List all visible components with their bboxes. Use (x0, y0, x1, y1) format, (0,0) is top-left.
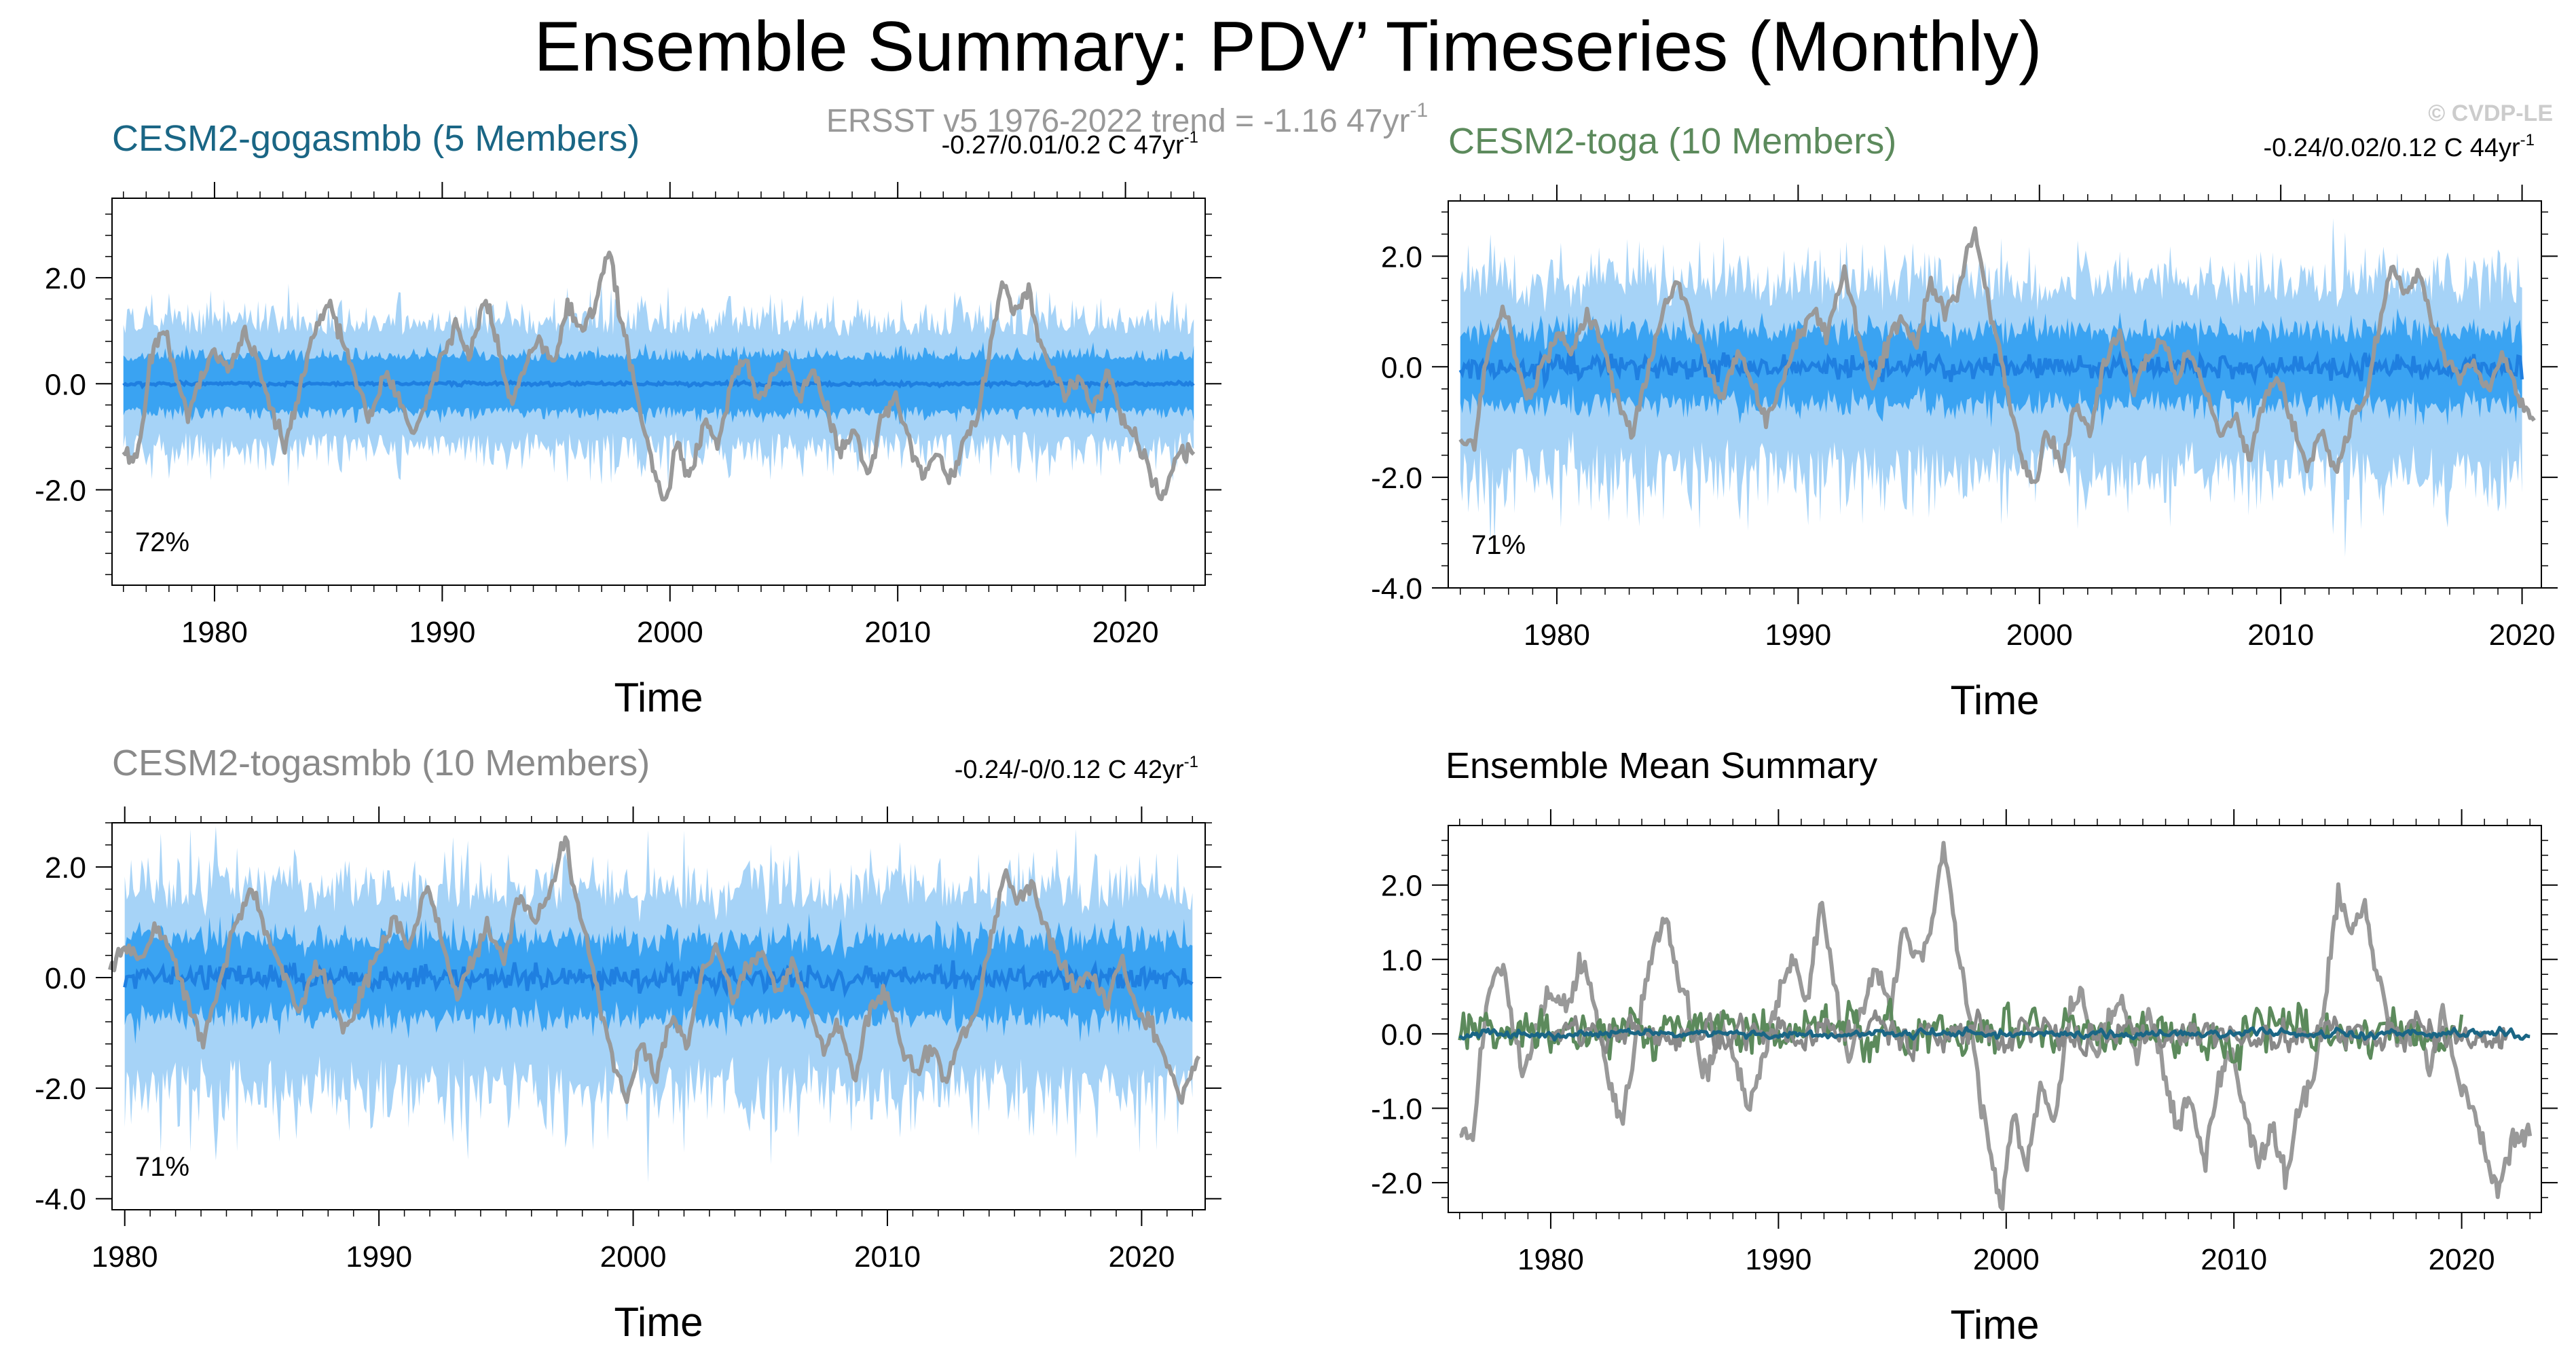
x-tick-label: 1980 (1524, 618, 1590, 652)
x-tick-label: 2010 (2201, 1243, 2267, 1276)
panel-togasmbb: 1980 1990 2000 2010 2020 -4.0 -2.0 0.0 2.0 Time CE… (35, 743, 1221, 1345)
panel-title: CESM2-gogasmbb (5 Members) (112, 118, 640, 159)
x-tick-label: 2020 (2489, 618, 2556, 652)
panel-trend-label: -0.24/0.02/0.12 C 44yr-1 (2264, 131, 2535, 162)
panel-trend-label: -0.27/0.01/0.2 C 47yr-1 (942, 128, 1198, 160)
figure-title: Ensemble Summary: PDV’ Timeseries (Month… (534, 7, 2042, 86)
summary-series-line (1458, 1026, 2531, 1042)
x-axis-label: Time (614, 675, 703, 720)
x-tick-label: 2000 (637, 616, 703, 649)
y-tick-label: -4.0 (1371, 572, 1422, 606)
panel-title: Ensemble Mean Summary (1446, 745, 1877, 786)
y-tick-label: 2.0 (45, 262, 86, 295)
panel-trend-sup: -1 (2520, 131, 2535, 149)
y-tick-label: 0.0 (45, 368, 86, 401)
x-tick-label: 2020 (2429, 1243, 2495, 1276)
x-axis-label: Time (1950, 678, 2039, 723)
panel-trend-text: -0.24/-0/0.12 C 42yr (955, 756, 1184, 784)
x-tick-label: 1990 (1765, 618, 1831, 652)
observation-trend-label: ERSST v5 1976-2022 trend = -1.16 47yr-1 (826, 99, 1428, 139)
observed-pdv-line (1458, 226, 2536, 485)
y-tick-label: -2.0 (1371, 1167, 1422, 1200)
observation-trend-text: ERSST v5 1976-2022 trend = -1.16 47yr (826, 103, 1410, 139)
panel-trend-sup: -1 (1184, 128, 1198, 147)
panel-ensemble-mean-summary: 1980 1990 2000 2010 2020 -2.0 -1.0 0.0 1.0 2.0 Tim… (1371, 745, 2558, 1348)
panel-title: CESM2-togasmbb (10 Members) (112, 743, 650, 783)
x-tick-label: 2010 (2247, 618, 2314, 652)
x-tick-label: 2020 (1108, 1240, 1175, 1274)
x-tick-label: 1980 (92, 1240, 158, 1274)
panel-percentage: 71% (1471, 530, 1526, 560)
credit-text: © CVDP-LE (2428, 100, 2553, 126)
y-tick-label: -2.0 (35, 474, 86, 507)
panel-trend-text: -0.27/0.01/0.2 C 47yr (942, 131, 1184, 160)
y-tick-label: -2.0 (35, 1073, 86, 1106)
panel-percentage: 71% (135, 1152, 189, 1182)
x-tick-label: 2010 (864, 616, 931, 649)
panel-trend-sup: -1 (1184, 753, 1198, 771)
y-tick-label: 0.0 (45, 962, 86, 995)
panel-title: CESM2-toga (10 Members) (1448, 121, 1896, 162)
observation-trend-sup: -1 (1410, 99, 1428, 122)
x-tick-label: 1980 (1517, 1243, 1584, 1276)
x-tick-label: 2000 (600, 1240, 667, 1274)
x-tick-label: 1980 (181, 616, 248, 649)
y-tick-label: -4.0 (35, 1183, 86, 1217)
x-tick-label: 1990 (1745, 1243, 1811, 1276)
panel-gogasmbb: 1980 1990 2000 2010 2020 -2.0 0.0 2.0 Time CESM2-… (35, 118, 1221, 720)
y-tick-label: -1.0 (1371, 1093, 1422, 1126)
y-tick-label: 2.0 (1381, 870, 1422, 903)
y-tick-label: 2.0 (45, 851, 86, 885)
x-tick-label: 2010 (854, 1240, 921, 1274)
observed-pdv-line (122, 251, 1196, 502)
x-tick-label: 2020 (1092, 616, 1159, 649)
observed-pdv-line (108, 835, 1201, 1105)
y-tick-label: 1.0 (1381, 944, 1422, 977)
x-tick-label: 2000 (1973, 1243, 2040, 1276)
y-tick-label: -2.0 (1371, 462, 1422, 495)
panel-trend-label: -0.24/-0/0.12 C 42yr-1 (955, 753, 1198, 784)
ensemble-mean-line (1458, 350, 2524, 390)
panel-trend-text: -0.24/0.02/0.12 C 44yr (2264, 134, 2520, 162)
y-tick-label: 0.0 (1381, 1018, 1422, 1052)
x-tick-label: 1990 (409, 616, 475, 649)
plot-frame (1448, 200, 2542, 589)
panel-toga: 1980 1990 2000 2010 2020 -4.0 -2.0 0.0 2.0 Time CE… (1371, 121, 2558, 723)
plot-frame (111, 198, 1206, 586)
x-tick-label: 2000 (2006, 618, 2073, 652)
panel-percentage: 72% (135, 527, 189, 557)
x-tick-label: 1990 (346, 1240, 412, 1274)
ensemble-mean-line (123, 959, 1194, 999)
x-axis-label: Time (1950, 1302, 2039, 1348)
y-tick-label: 2.0 (1381, 240, 1422, 274)
y-tick-label: 0.0 (1381, 351, 1422, 384)
x-axis-label: Time (614, 1299, 703, 1345)
